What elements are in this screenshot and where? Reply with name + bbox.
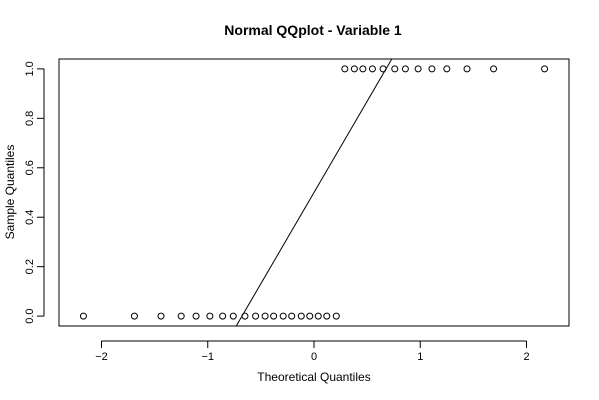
data-point <box>270 312 278 320</box>
x-tick-label: −2 <box>95 351 108 363</box>
data-points <box>79 65 549 320</box>
data-point <box>79 312 87 320</box>
data-point <box>368 65 376 73</box>
chart-title: Normal QQplot - Variable 1 <box>224 22 402 38</box>
qq-reference-line <box>235 58 393 327</box>
data-point <box>350 65 358 73</box>
data-point <box>541 65 549 73</box>
data-point <box>252 312 260 320</box>
data-point <box>341 65 349 73</box>
reference-line-group <box>235 58 393 327</box>
x-tick-label: 1 <box>417 351 423 363</box>
y-tick-label: 0.0 <box>24 308 36 323</box>
x-tick-label: 2 <box>523 351 529 363</box>
y-tick-label: 1.0 <box>24 61 36 76</box>
data-point <box>428 65 436 73</box>
data-point <box>241 312 249 320</box>
x-axis-label: Theoretical Quantiles <box>257 370 370 384</box>
x-tick-label: 0 <box>311 351 317 363</box>
data-point <box>261 312 269 320</box>
y-tick-label: 0.8 <box>24 111 36 126</box>
data-point <box>206 312 214 320</box>
data-point <box>306 312 314 320</box>
y-tick-label: 0.4 <box>24 210 36 225</box>
data-point <box>279 312 287 320</box>
data-point <box>379 65 387 73</box>
data-point <box>130 312 138 320</box>
y-axis-label: Sample Quantiles <box>3 145 17 240</box>
data-point <box>391 65 399 73</box>
y-tick-label: 0.2 <box>24 259 36 274</box>
data-point <box>323 312 331 320</box>
data-point <box>490 65 498 73</box>
plot-frame <box>58 58 570 327</box>
data-point <box>463 65 471 73</box>
data-point <box>443 65 451 73</box>
data-point <box>177 312 185 320</box>
x-tick-label: −1 <box>201 351 214 363</box>
data-point <box>414 65 422 73</box>
data-point <box>359 65 367 73</box>
data-point <box>314 312 322 320</box>
data-point <box>157 312 165 320</box>
data-point <box>332 312 340 320</box>
x-axis: −2 −1 0 1 2 <box>95 340 530 363</box>
data-point <box>288 312 296 320</box>
data-point <box>219 312 227 320</box>
y-tick-label: 0.6 <box>24 160 36 175</box>
data-point <box>229 312 237 320</box>
data-point <box>297 312 305 320</box>
y-axis: 0.0 0.2 0.4 0.6 0.8 1.0 <box>24 61 45 324</box>
data-point <box>401 65 409 73</box>
data-point <box>192 312 200 320</box>
